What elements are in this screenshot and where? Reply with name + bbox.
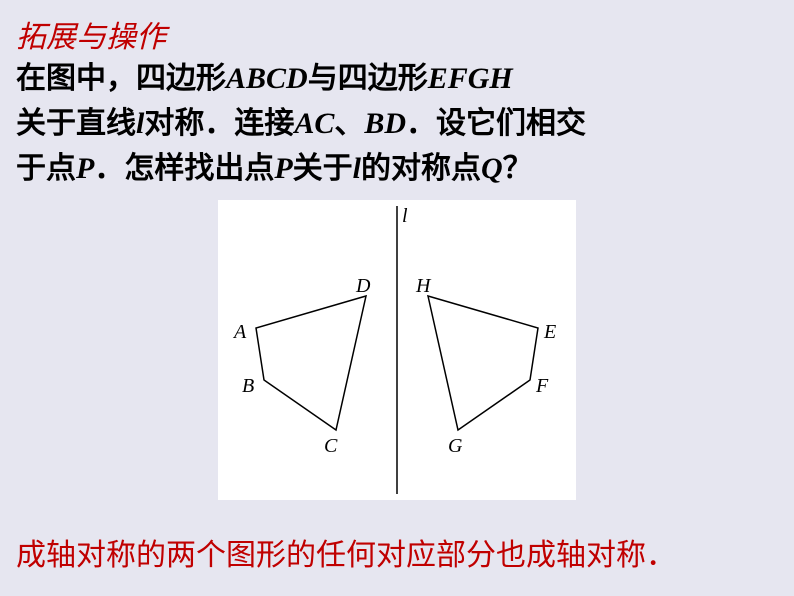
var-p: P (76, 152, 94, 185)
text: 关于 (293, 152, 353, 185)
svg-text:C: C (324, 435, 338, 457)
text: ．设它们相交 (406, 107, 586, 140)
text: 对称．连接 (144, 107, 294, 140)
svg-text:E: E (543, 321, 556, 343)
geometry-svg: l A B C D H E F G (218, 200, 576, 500)
text: 的对称点 (361, 152, 481, 185)
text: ．怎样找出点 (94, 152, 274, 185)
var-ac: AC (294, 107, 334, 140)
svg-text:B: B (242, 375, 254, 397)
var-abcd: ABCD (226, 62, 308, 95)
svg-text:D: D (355, 275, 371, 297)
text: 、 (334, 107, 364, 140)
conclusion-text: 成轴对称的两个图形的任何对应部分也成轴对称． (16, 530, 778, 574)
var-p2: P (274, 152, 292, 185)
var-l2: l (353, 152, 361, 185)
svg-text:G: G (448, 435, 463, 457)
svg-text:F: F (535, 375, 549, 397)
text: 于点 (16, 152, 76, 185)
text: 与四边形 (308, 62, 428, 95)
text: 关于直线 (16, 107, 136, 140)
text: 在图中，四边形 (16, 62, 226, 95)
text: ？ (503, 152, 533, 185)
geometry-figure: l A B C D H E F G (218, 200, 576, 500)
var-efgh: EFGH (428, 62, 513, 95)
var-bd: BD (364, 107, 406, 140)
var-q: Q (481, 152, 503, 185)
svg-text:l: l (402, 205, 408, 227)
section-title: 拓展与操作 (16, 12, 166, 56)
svg-text:H: H (415, 275, 432, 297)
svg-text:A: A (232, 321, 247, 343)
problem-text: 在图中，四边形ABCD与四边形EFGH 关于直线 l 对称．连接AC、BD．设它们相… (16, 56, 778, 191)
